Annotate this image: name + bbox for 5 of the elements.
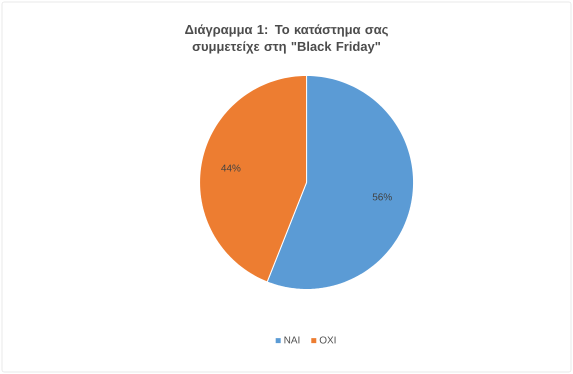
legend-label: ΟΧΙ [320,336,336,344]
legend-label: ΝΑΙ [284,336,300,344]
data-label: 44% [221,164,241,172]
data-label: 56% [372,193,392,200]
chart-title: Διάγραμμα 1: Το κατάστημα σας συμμετείχε στη "Black Friday" [185,24,388,54]
